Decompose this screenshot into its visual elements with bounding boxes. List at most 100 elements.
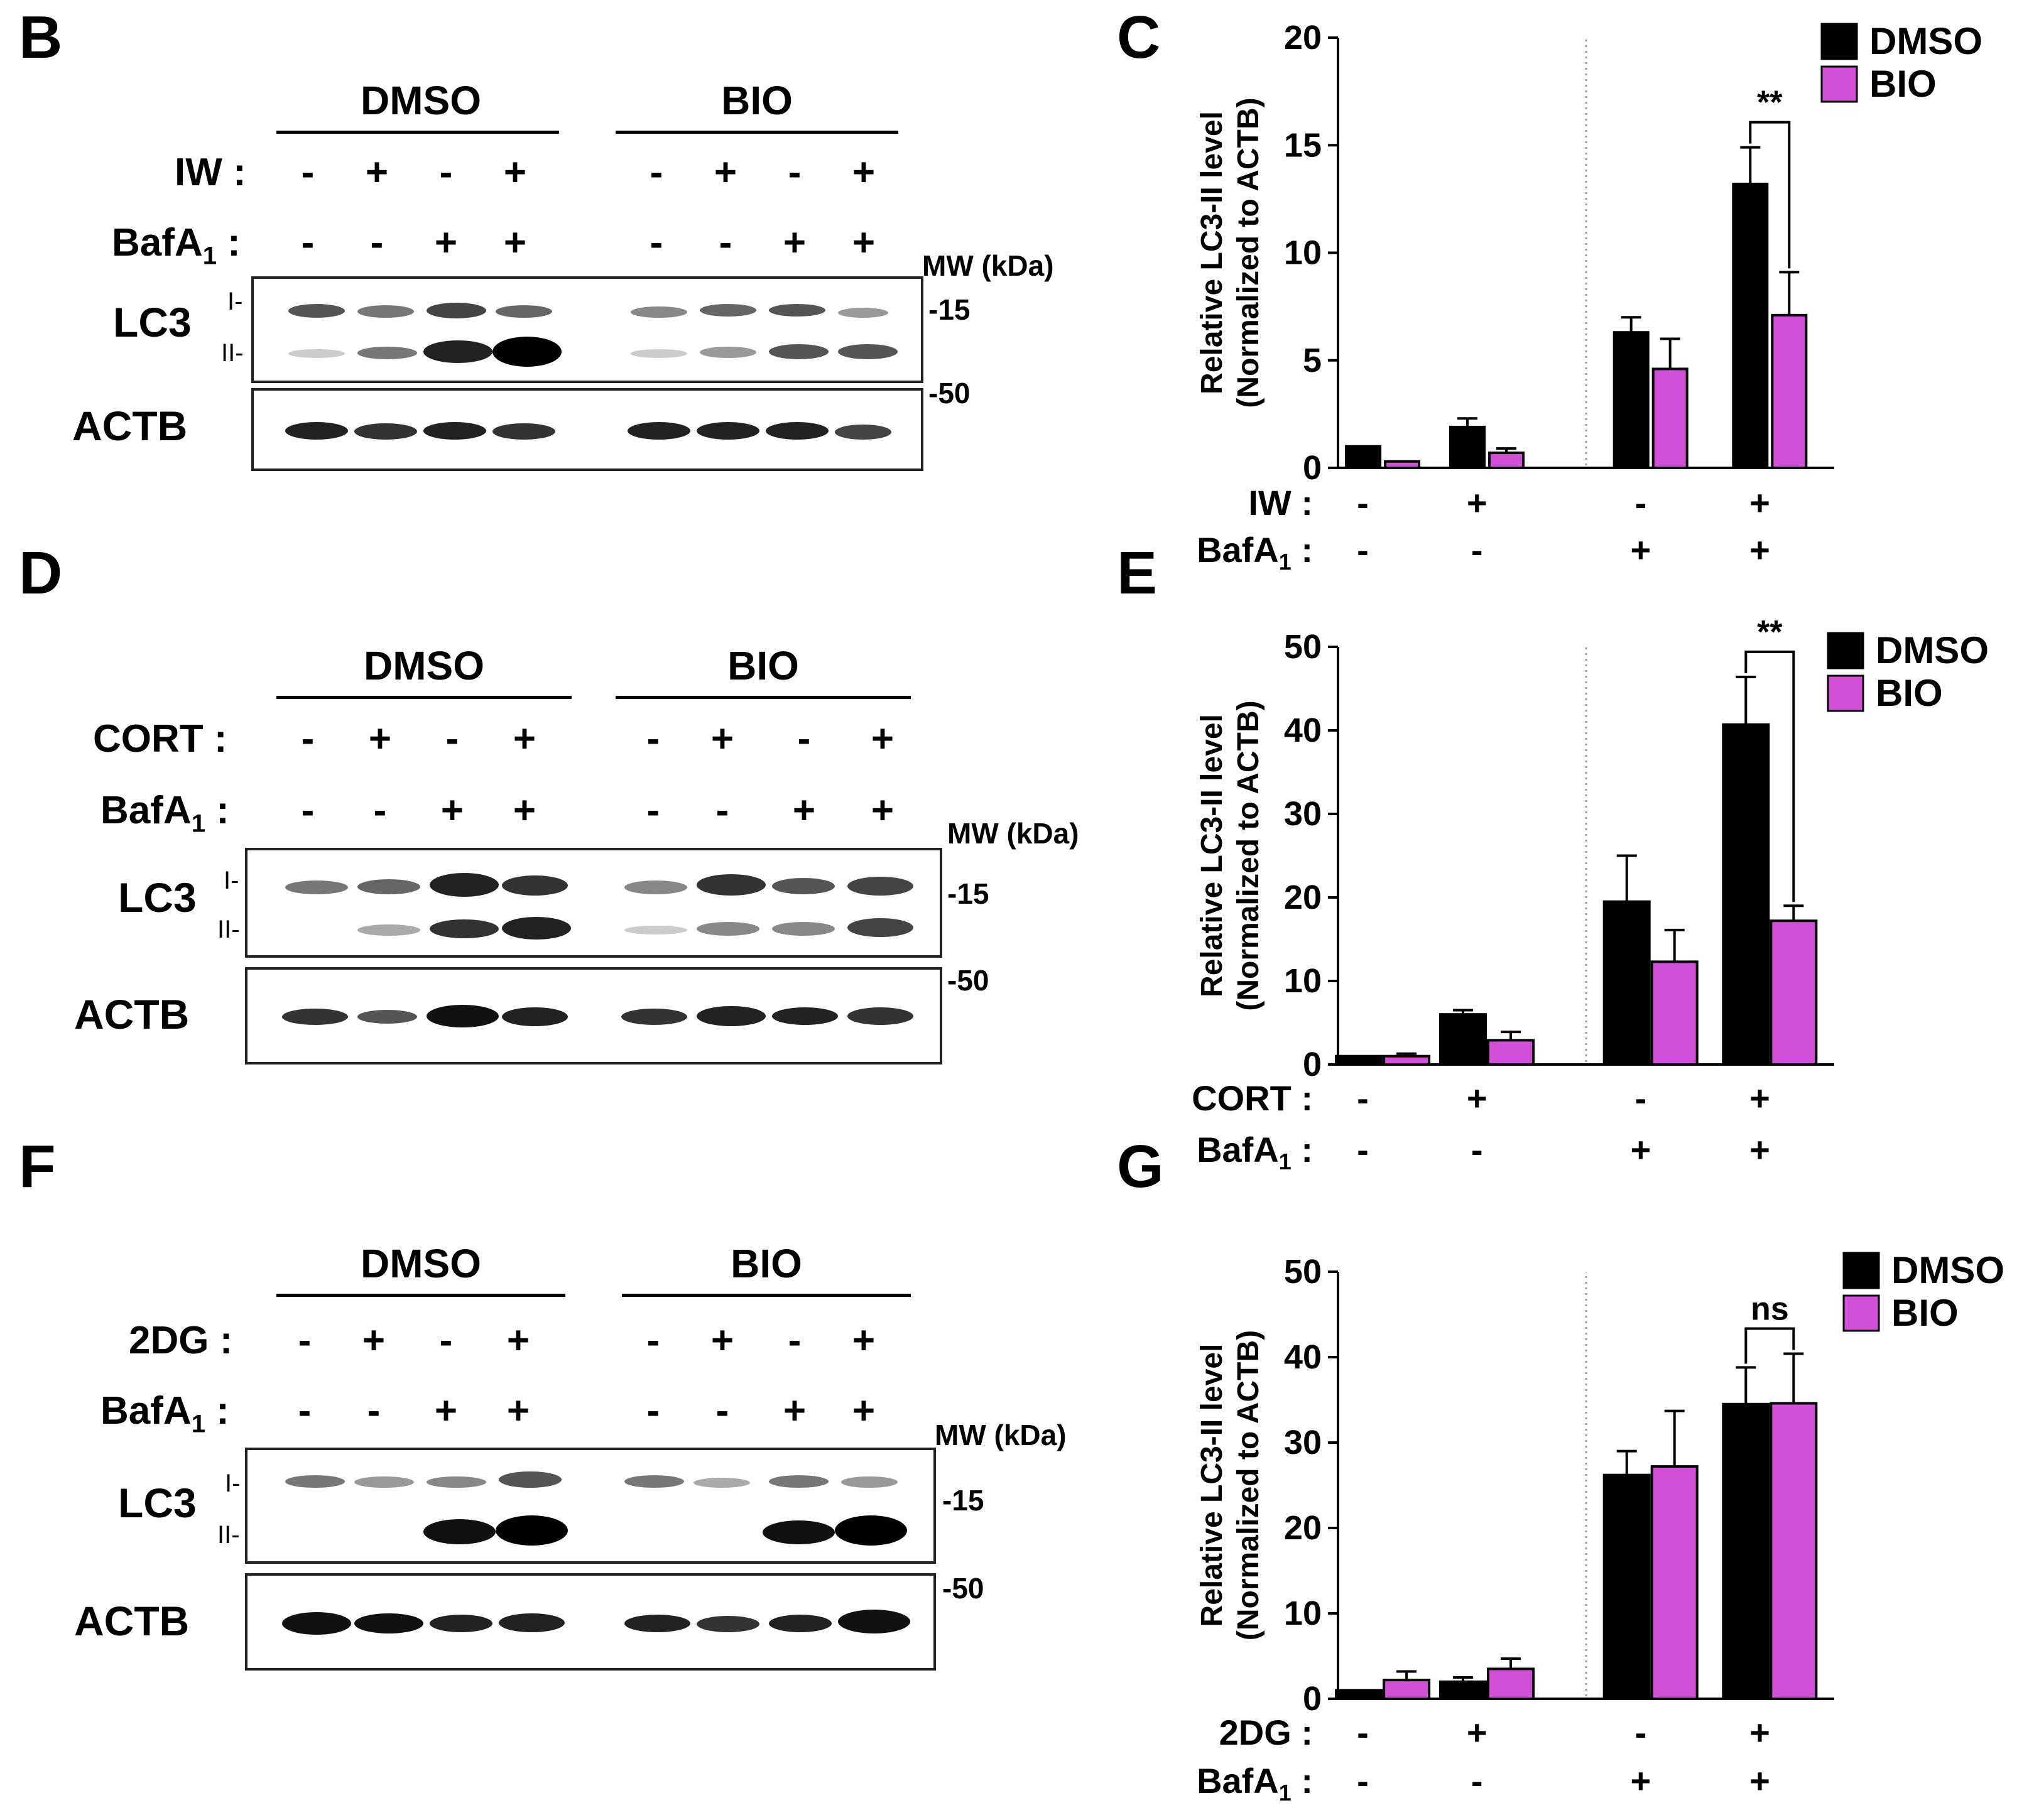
legend-swatch-bio xyxy=(1820,65,1858,103)
panel-letter-c: C xyxy=(1117,4,1161,71)
treatment-sign: - xyxy=(646,1319,660,1362)
bafa1-label: BafA1 : xyxy=(1197,1130,1313,1174)
bar-dmso xyxy=(1345,445,1382,469)
actb-label: ACTB xyxy=(74,991,190,1037)
bafa1-sign: + xyxy=(783,1389,807,1433)
bafa1-sign: + xyxy=(434,221,458,264)
bar-dmso xyxy=(1722,723,1770,1066)
bar-bio xyxy=(1383,1679,1431,1701)
treatment-sign: + xyxy=(1467,483,1487,523)
group-label-bio: BIO xyxy=(727,643,799,688)
group-underline xyxy=(622,1294,911,1297)
legend-label-bio: BIO xyxy=(1891,1292,1959,1334)
lc3-i-marker: I- xyxy=(224,867,239,894)
bafa1-label: BafA1 : xyxy=(112,221,241,270)
mw-15-marker: -15 xyxy=(928,293,971,326)
bar-bio xyxy=(1771,313,1808,470)
treatment-sign: - xyxy=(301,151,315,194)
bafa1-label: BafA1 : xyxy=(101,789,229,838)
mw-label: MW (kDa) xyxy=(922,249,1054,282)
y-tick-label: 50 xyxy=(1284,1253,1322,1291)
bafa1-sign: + xyxy=(783,221,807,264)
bar-dmso xyxy=(1602,1473,1651,1700)
treatment-sign: + xyxy=(368,717,392,761)
bar-dmso xyxy=(1732,182,1769,469)
treatment-sign: + xyxy=(871,717,895,761)
y-tick-label: 10 xyxy=(1284,962,1322,1000)
lc3-label: LC3 xyxy=(118,1480,197,1526)
group-underline xyxy=(616,131,898,134)
mw-15-marker: -15 xyxy=(947,877,989,910)
bafa1-sign: - xyxy=(719,221,732,264)
mw-label: MW (kDa) xyxy=(935,1419,1067,1451)
bafa1-sign: - xyxy=(650,221,663,264)
bar-bio xyxy=(1650,1465,1699,1701)
treatment-sign: + xyxy=(503,151,527,194)
treatment-sign: - xyxy=(788,1319,802,1362)
bafa1-sign: - xyxy=(367,1389,381,1433)
treatment-sign: - xyxy=(646,717,660,761)
group-label-dmso: DMSO xyxy=(361,78,481,123)
legend-swatch-dmso xyxy=(1842,1252,1880,1289)
mw-label: MW (kDa) xyxy=(947,817,1079,850)
y-tick-label: 40 xyxy=(1284,1338,1322,1376)
y-tick-label: 20 xyxy=(1284,879,1322,916)
lc3-label: LC3 xyxy=(113,299,192,345)
treatment-sign: - xyxy=(445,717,459,761)
bafa1-sign: - xyxy=(646,789,660,832)
y-axis-label: (Normalized to ACTB) xyxy=(1232,97,1265,408)
legend-label-dmso: DMSO xyxy=(1891,1249,2004,1291)
treatment-label: CORT : xyxy=(1192,1078,1313,1118)
bar-dmso xyxy=(1335,1054,1383,1066)
panel-letter-f: F xyxy=(19,1133,56,1200)
bafa1-sign: + xyxy=(852,221,876,264)
bar-bio xyxy=(1651,367,1689,470)
mw-15-marker: -15 xyxy=(942,1484,984,1517)
treatment-sign: + xyxy=(1467,1713,1487,1752)
significance-bracket xyxy=(1749,121,1791,269)
treatment-sign: - xyxy=(1635,1713,1647,1752)
bafa1-sign: - xyxy=(1471,1761,1483,1801)
bafa1-sign: - xyxy=(1471,530,1483,570)
y-axis-label: (Normalized to ACTB) xyxy=(1232,1330,1265,1640)
treatment-sign: + xyxy=(714,151,737,194)
bar-bio xyxy=(1487,1039,1535,1066)
bar-dmso xyxy=(1722,1402,1770,1701)
bafa1-sign: + xyxy=(871,789,895,832)
bar-bio xyxy=(1650,960,1699,1066)
treatment-sign: + xyxy=(710,1319,734,1362)
treatment-label: IW : xyxy=(175,151,246,194)
treatment-sign: - xyxy=(650,151,663,194)
y-tick-label: 0 xyxy=(1303,1680,1322,1718)
y-axis-label: (Normalized to ACTB) xyxy=(1232,700,1265,1010)
y-tick-label: 50 xyxy=(1284,628,1322,666)
bafa1-sign: - xyxy=(1471,1130,1483,1169)
bar-dmso xyxy=(1449,425,1486,469)
bar-bio xyxy=(1770,1402,1818,1700)
lc3-ii-marker: II- xyxy=(217,916,240,943)
y-axis-label: Relative LC3-II level xyxy=(1195,714,1229,997)
bafa1-sign: - xyxy=(370,221,384,264)
treatment-sign: - xyxy=(298,1319,312,1362)
bafa1-sign: + xyxy=(852,1389,876,1433)
actb-label: ACTB xyxy=(72,403,188,449)
bafa1-label: BafA1 : xyxy=(1197,530,1313,575)
bafa1-sign: + xyxy=(1631,1130,1651,1169)
mw-50-marker: -50 xyxy=(942,1572,984,1605)
bafa1-sign: - xyxy=(646,1389,660,1433)
treatment-sign: + xyxy=(362,1319,386,1362)
treatment-sign: - xyxy=(1357,1078,1369,1118)
treatment-sign: + xyxy=(1467,1078,1487,1118)
bafa1-sign: + xyxy=(1631,1761,1651,1801)
treatment-sign: + xyxy=(852,1319,876,1362)
treatment-sign: - xyxy=(1635,1078,1647,1118)
group-underline xyxy=(616,696,911,699)
treatment-sign: - xyxy=(439,151,453,194)
bar-dmso xyxy=(1613,331,1650,469)
bafa1-sign: - xyxy=(1357,1130,1369,1169)
group-label-dmso: DMSO xyxy=(364,643,484,688)
treatment-sign: - xyxy=(439,1319,453,1362)
treatment-sign: + xyxy=(1749,483,1770,523)
bar-dmso xyxy=(1439,1680,1487,1701)
treatment-sign: - xyxy=(1357,483,1369,523)
